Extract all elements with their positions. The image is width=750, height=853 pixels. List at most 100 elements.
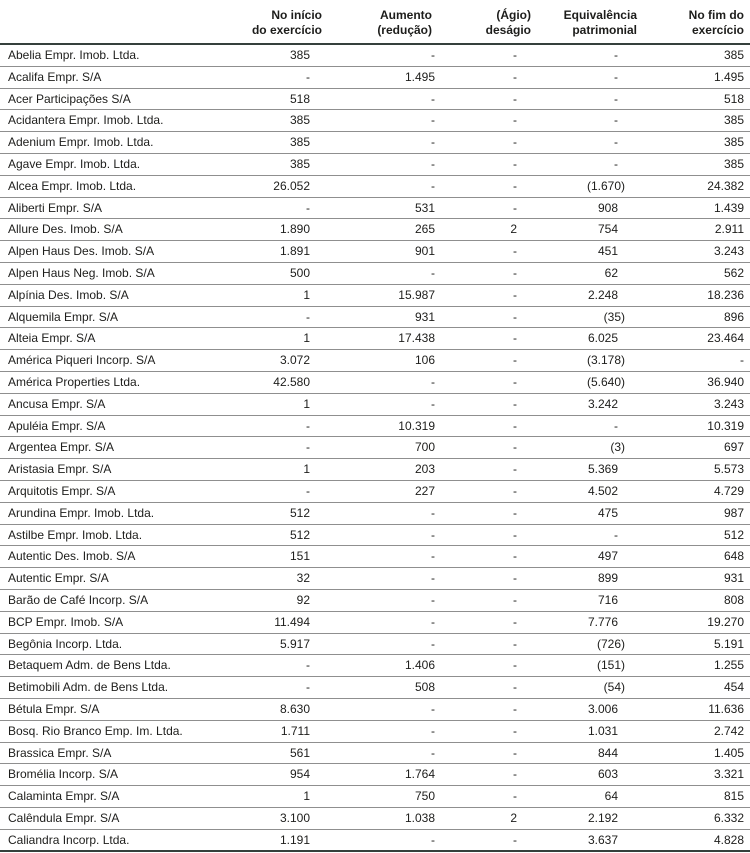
value-cell: 3.243 bbox=[637, 393, 750, 415]
value-cell: 1.405 bbox=[637, 742, 750, 764]
value-cell: - bbox=[437, 437, 531, 459]
value-cell: - bbox=[531, 44, 637, 66]
value-text: (3) bbox=[610, 440, 625, 455]
value-text: 2 bbox=[510, 222, 517, 237]
value-cell: 11.636 bbox=[637, 698, 750, 720]
value-text: 26.052 bbox=[273, 178, 310, 193]
value-cell: 227 bbox=[322, 480, 437, 502]
value-text: - bbox=[431, 178, 435, 193]
value-cell: 500 bbox=[232, 262, 322, 284]
value-cell: 385 bbox=[637, 110, 750, 132]
value-text: 92 bbox=[296, 592, 310, 607]
value-cell: - bbox=[437, 328, 531, 350]
value-cell: - bbox=[322, 44, 437, 66]
value-cell: - bbox=[232, 66, 322, 88]
value-text: 6.025 bbox=[587, 331, 618, 346]
value-cell: 899 bbox=[531, 568, 637, 590]
value-cell: - bbox=[437, 764, 531, 786]
value-cell: - bbox=[437, 175, 531, 197]
value-cell: 700 bbox=[322, 437, 437, 459]
value-text: 8.630 bbox=[279, 701, 310, 716]
value-text: 1.711 bbox=[280, 723, 310, 738]
value-cell: 1.406 bbox=[322, 655, 437, 677]
col-header-fim-exercicio: No fim do exercício bbox=[637, 0, 750, 44]
value-text: - bbox=[513, 178, 517, 193]
value-text: 4.502 bbox=[587, 483, 618, 498]
value-cell: 562 bbox=[637, 262, 750, 284]
company-name-cell: Caliandra Incorp. Ltda. bbox=[8, 832, 130, 847]
value-text: - bbox=[513, 789, 517, 804]
value-cell: 4.502 bbox=[531, 480, 637, 502]
value-text: - bbox=[431, 265, 435, 280]
company-name-cell: Aristasia Empr. S/A bbox=[8, 462, 112, 477]
value-cell: - bbox=[322, 88, 437, 110]
company-name-cell: Alpen Haus Neg. Imob. S/A bbox=[8, 265, 155, 280]
table-row: Astilbe Empr. Imob. Ltda. 512 - - - 512 bbox=[0, 524, 750, 546]
company-name-cell: BCP Empr. Imob. S/A bbox=[8, 614, 124, 629]
value-text: 1.255 bbox=[713, 658, 744, 673]
value-text: 500 bbox=[289, 265, 310, 280]
value-text: 2.248 bbox=[587, 287, 618, 302]
value-cell: - bbox=[437, 110, 531, 132]
col-header-line: deságio bbox=[485, 23, 531, 37]
value-text: 385 bbox=[289, 48, 310, 62]
value-cell: - bbox=[232, 437, 322, 459]
value-text: 648 bbox=[723, 549, 744, 564]
value-cell: 265 bbox=[322, 219, 437, 241]
value-cell: 23.464 bbox=[637, 328, 750, 350]
value-text: 697 bbox=[723, 440, 744, 455]
value-cell: 512 bbox=[232, 502, 322, 524]
value-text: 908 bbox=[597, 200, 618, 215]
table-row: Autentic Des. Imob. S/A 151 - - 497 648 bbox=[0, 546, 750, 568]
value-cell: - bbox=[322, 371, 437, 393]
value-text: - bbox=[431, 723, 435, 738]
value-text: - bbox=[614, 113, 618, 128]
value-text: 1.890 bbox=[279, 222, 310, 237]
table-row: Argentea Empr. S/A - 700 - (3) 697 bbox=[0, 437, 750, 459]
value-text: 512 bbox=[289, 505, 310, 520]
value-text: - bbox=[431, 396, 435, 411]
table-row: Begônia Incorp. Ltda. 5.917 - - (726) 5.191 bbox=[0, 633, 750, 655]
value-cell: - bbox=[437, 655, 531, 677]
value-cell: 3.072 bbox=[232, 350, 322, 372]
value-cell: - bbox=[437, 829, 531, 851]
table-row: Aliberti Empr. S/A - 531 - 908 1.439 bbox=[0, 197, 750, 219]
value-cell: 151 bbox=[232, 546, 322, 568]
value-text: 385 bbox=[723, 156, 744, 171]
value-cell: - bbox=[437, 720, 531, 742]
company-name-cell: Apuléia Empr. S/A bbox=[8, 418, 106, 433]
company-name-cell: Bromélia Incorp. S/A bbox=[8, 767, 119, 782]
table-row: Acer Participações S/A 518 - - - 518 bbox=[0, 88, 750, 110]
value-cell: 5.917 bbox=[232, 633, 322, 655]
value-cell: 5.369 bbox=[531, 459, 637, 481]
company-name-cell: Adenium Empr. Imob. Ltda. bbox=[8, 135, 154, 150]
value-cell: - bbox=[437, 698, 531, 720]
company-column-header bbox=[0, 0, 232, 44]
value-cell: 10.319 bbox=[637, 415, 750, 437]
value-text: 227 bbox=[414, 483, 435, 498]
value-text: 700 bbox=[414, 440, 435, 455]
value-text: - bbox=[513, 723, 517, 738]
value-cell: 1.495 bbox=[322, 66, 437, 88]
value-cell: 1 bbox=[232, 786, 322, 808]
value-text: - bbox=[513, 767, 517, 782]
value-text: 7.776 bbox=[587, 614, 618, 629]
value-cell: 6.332 bbox=[637, 807, 750, 829]
company-name-cell: Allure Des. Imob. S/A bbox=[8, 222, 123, 237]
value-text: 3.243 bbox=[713, 244, 744, 259]
value-text: 562 bbox=[723, 265, 744, 280]
value-text: - bbox=[431, 48, 435, 62]
value-cell: - bbox=[437, 306, 531, 328]
value-text: 1.031 bbox=[587, 723, 618, 738]
value-text: 750 bbox=[414, 789, 435, 804]
table-row: Alpen Haus Neg. Imob. S/A 500 - - 62 562 bbox=[0, 262, 750, 285]
value-cell: 5.191 bbox=[637, 633, 750, 655]
value-cell: 697 bbox=[637, 437, 750, 459]
value-cell: 931 bbox=[637, 568, 750, 590]
value-text: - bbox=[431, 527, 435, 542]
value-text: - bbox=[614, 527, 618, 542]
col-header-line: No início bbox=[271, 8, 322, 22]
value-text: 385 bbox=[289, 113, 310, 128]
value-cell: 92 bbox=[232, 589, 322, 611]
value-text: - bbox=[513, 331, 517, 346]
